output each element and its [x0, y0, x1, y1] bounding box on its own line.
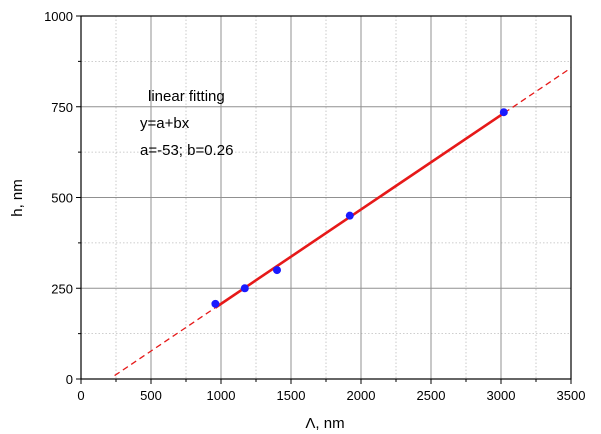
tick-labels: 0 500 1000 1500 2000 2500 3000 3500 0 250 500 750 10…	[44, 9, 585, 403]
annotation-fit-title: linear fitting	[148, 88, 225, 105]
fit-line	[214, 112, 505, 309]
x-tick-label: 1000	[207, 388, 236, 403]
data-point	[273, 266, 281, 275]
y-tick-label: 1000	[44, 9, 73, 24]
y-tick-label: 0	[66, 372, 73, 387]
annotation-fit-equation: y=a+bx	[140, 115, 190, 132]
ticks	[76, 15, 572, 384]
data-points	[211, 108, 508, 308]
data-point	[240, 284, 249, 293]
x-tick-label: 2000	[347, 388, 376, 403]
y-tick-label: 750	[51, 100, 73, 115]
fit-lines	[114, 67, 572, 377]
x-tick-label: 3000	[487, 388, 516, 403]
x-axis-label: Λ, nm	[305, 415, 344, 432]
x-tick-label: 0	[77, 388, 84, 403]
data-point	[499, 108, 508, 117]
data-point	[211, 299, 220, 308]
y-tick-label: 500	[51, 191, 73, 206]
y-axis-label: h, nm	[9, 179, 26, 217]
x-tick-label: 2500	[417, 388, 446, 403]
x-tick-label: 1500	[277, 388, 306, 403]
x-tick-label: 500	[140, 388, 162, 403]
grid	[81, 16, 571, 379]
annotation-fit-params: a=-53; b=0.26	[140, 142, 233, 159]
y-tick-label: 250	[51, 281, 73, 296]
data-point	[345, 211, 354, 220]
x-tick-label: 3500	[557, 388, 586, 403]
